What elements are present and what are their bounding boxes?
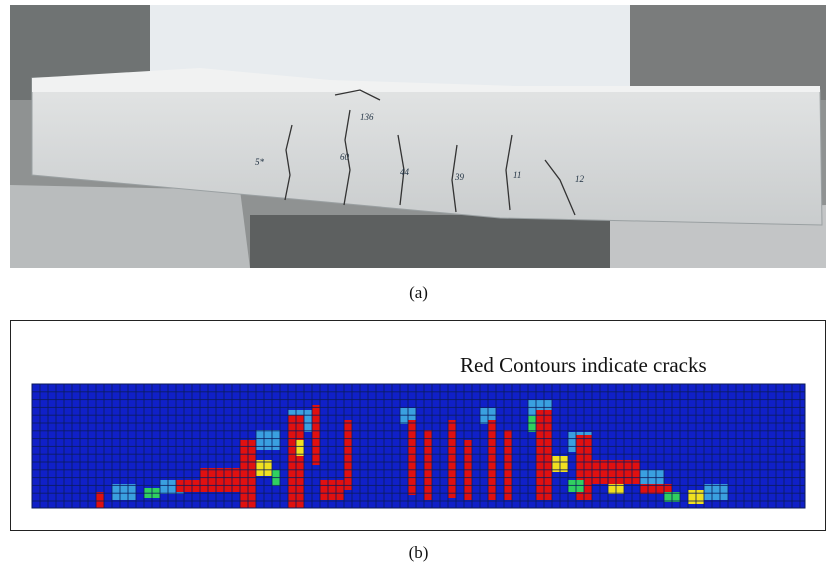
panel-label: (a) (409, 283, 428, 302)
svg-text:11: 11 (513, 170, 521, 180)
svg-text:12: 12 (575, 174, 585, 184)
svg-text:39: 39 (454, 172, 465, 182)
svg-text:136: 136 (360, 112, 374, 122)
fe-contour-plot (31, 383, 806, 509)
svg-text:5*: 5* (255, 157, 265, 167)
annotation: Red Contours indicate cracks (460, 353, 707, 377)
svg-text:44: 44 (400, 167, 410, 177)
svg-text:60: 60 (340, 152, 350, 162)
beam-photo: 5* 60 44 39 11 12 136 (10, 5, 826, 268)
panel-label: (b) (408, 543, 429, 562)
